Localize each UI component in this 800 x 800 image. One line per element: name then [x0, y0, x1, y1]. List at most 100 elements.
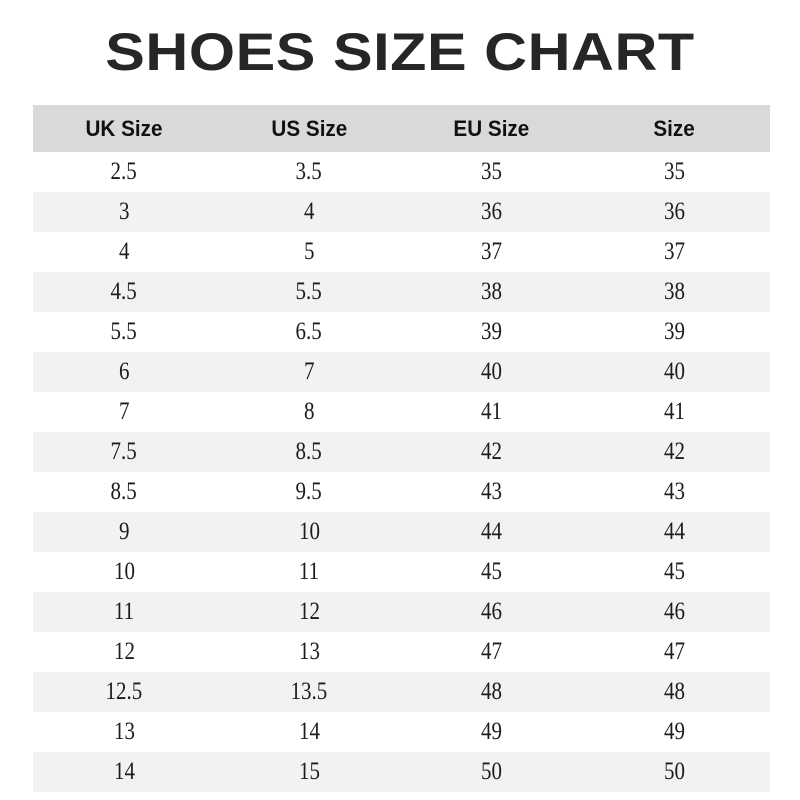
- cell-eu: 42: [401, 432, 585, 472]
- table-row: 4.5 5.5 38 38: [33, 272, 770, 312]
- cell-eu: 47: [401, 632, 585, 672]
- cell-value: 7: [303, 358, 315, 385]
- cell-eu: 45: [401, 552, 585, 592]
- cell-size: 40: [585, 352, 770, 392]
- cell-us: 13: [217, 632, 401, 672]
- cell-value: 14: [298, 718, 320, 745]
- cell-uk: 10: [33, 552, 217, 592]
- cell-us: 6.5: [217, 312, 401, 352]
- cell-value: 15: [298, 758, 320, 785]
- column-header-us-size: US Size: [217, 105, 401, 152]
- cell-value: 42: [480, 438, 502, 465]
- cell-size: 38: [585, 272, 770, 312]
- cell-value: 4.5: [110, 278, 138, 305]
- table-row: 2.5 3.5 35 35: [33, 152, 770, 192]
- cell-eu: 37: [401, 232, 585, 272]
- cell-value: 12: [113, 638, 135, 665]
- cell-value: 5.5: [110, 318, 138, 345]
- cell-value: 46: [480, 598, 502, 625]
- cell-us: 15: [217, 752, 401, 792]
- table-header: UK Size US Size EU Size Size: [33, 105, 770, 152]
- cell-value: 44: [664, 518, 685, 545]
- cell-value: 36: [480, 198, 502, 225]
- table-row: 5.5 6.5 39 39: [33, 312, 770, 352]
- cell-us: 7: [217, 352, 401, 392]
- cell-us: 5.5: [217, 272, 401, 312]
- cell-us: 12: [217, 592, 401, 632]
- cell-size: 48: [585, 672, 770, 712]
- cell-value: 40: [480, 358, 502, 385]
- cell-value: 13: [298, 638, 320, 665]
- cell-us: 8: [217, 392, 401, 432]
- cell-uk: 4.5: [33, 272, 217, 312]
- cell-value: 12: [298, 598, 320, 625]
- table-header-row: UK Size US Size EU Size Size: [33, 105, 770, 152]
- cell-eu: 49: [401, 712, 585, 752]
- cell-us: 3.5: [217, 152, 401, 192]
- cell-size: 45: [585, 552, 770, 592]
- cell-size: 46: [585, 592, 770, 632]
- cell-uk: 4: [33, 232, 217, 272]
- cell-value: 12.5: [105, 678, 143, 705]
- cell-uk: 9: [33, 512, 217, 552]
- page-title: SHOES SIZE CHART: [105, 23, 695, 82]
- cell-uk: 11: [33, 592, 217, 632]
- cell-value: 8.5: [110, 478, 138, 505]
- cell-us: 9.5: [217, 472, 401, 512]
- cell-value: 41: [480, 398, 502, 425]
- column-header-size-label: Size: [653, 115, 696, 141]
- cell-value: 43: [480, 478, 502, 505]
- cell-value: 48: [480, 678, 502, 705]
- cell-size: 37: [585, 232, 770, 272]
- cell-value: 5.5: [295, 278, 323, 305]
- column-header-eu-size: EU Size: [401, 105, 585, 152]
- cell-eu: 39: [401, 312, 585, 352]
- cell-uk: 13: [33, 712, 217, 752]
- cell-value: 10: [113, 558, 135, 585]
- cell-value: 41: [664, 398, 685, 425]
- cell-size: 36: [585, 192, 770, 232]
- table-row: 10 11 45 45: [33, 552, 770, 592]
- cell-size: 41: [585, 392, 770, 432]
- cell-value: 49: [480, 718, 502, 745]
- cell-value: 5: [303, 238, 315, 265]
- cell-us: 13.5: [217, 672, 401, 712]
- cell-uk: 7.5: [33, 432, 217, 472]
- cell-size: 49: [585, 712, 770, 752]
- cell-value: 2.5: [110, 158, 138, 185]
- cell-value: 46: [664, 598, 685, 625]
- table-row: 11 12 46 46: [33, 592, 770, 632]
- cell-us: 5: [217, 232, 401, 272]
- cell-uk: 3: [33, 192, 217, 232]
- cell-value: 43: [664, 478, 685, 505]
- cell-uk: 8.5: [33, 472, 217, 512]
- cell-value: 40: [664, 358, 685, 385]
- column-header-size: Size: [585, 105, 770, 152]
- table-row: 12 13 47 47: [33, 632, 770, 672]
- table-row: 13 14 49 49: [33, 712, 770, 752]
- cell-value: 35: [480, 158, 502, 185]
- cell-size: 39: [585, 312, 770, 352]
- cell-uk: 12.5: [33, 672, 217, 712]
- cell-size: 42: [585, 432, 770, 472]
- cell-value: 13.5: [290, 678, 328, 705]
- cell-value: 4: [303, 198, 315, 225]
- cell-value: 45: [480, 558, 502, 585]
- cell-value: 50: [664, 758, 685, 785]
- cell-us: 14: [217, 712, 401, 752]
- cell-value: 8: [303, 398, 315, 425]
- cell-eu: 43: [401, 472, 585, 512]
- cell-value: 6.5: [295, 318, 323, 345]
- cell-uk: 12: [33, 632, 217, 672]
- cell-value: 13: [113, 718, 135, 745]
- cell-value: 7: [118, 398, 130, 425]
- cell-uk: 7: [33, 392, 217, 432]
- cell-us: 8.5: [217, 432, 401, 472]
- column-header-uk-size: UK Size: [33, 105, 217, 152]
- cell-value: 3: [118, 198, 130, 225]
- cell-value: 3.5: [295, 158, 323, 185]
- cell-size: 44: [585, 512, 770, 552]
- table-row: 4 5 37 37: [33, 232, 770, 272]
- cell-value: 6: [118, 358, 130, 385]
